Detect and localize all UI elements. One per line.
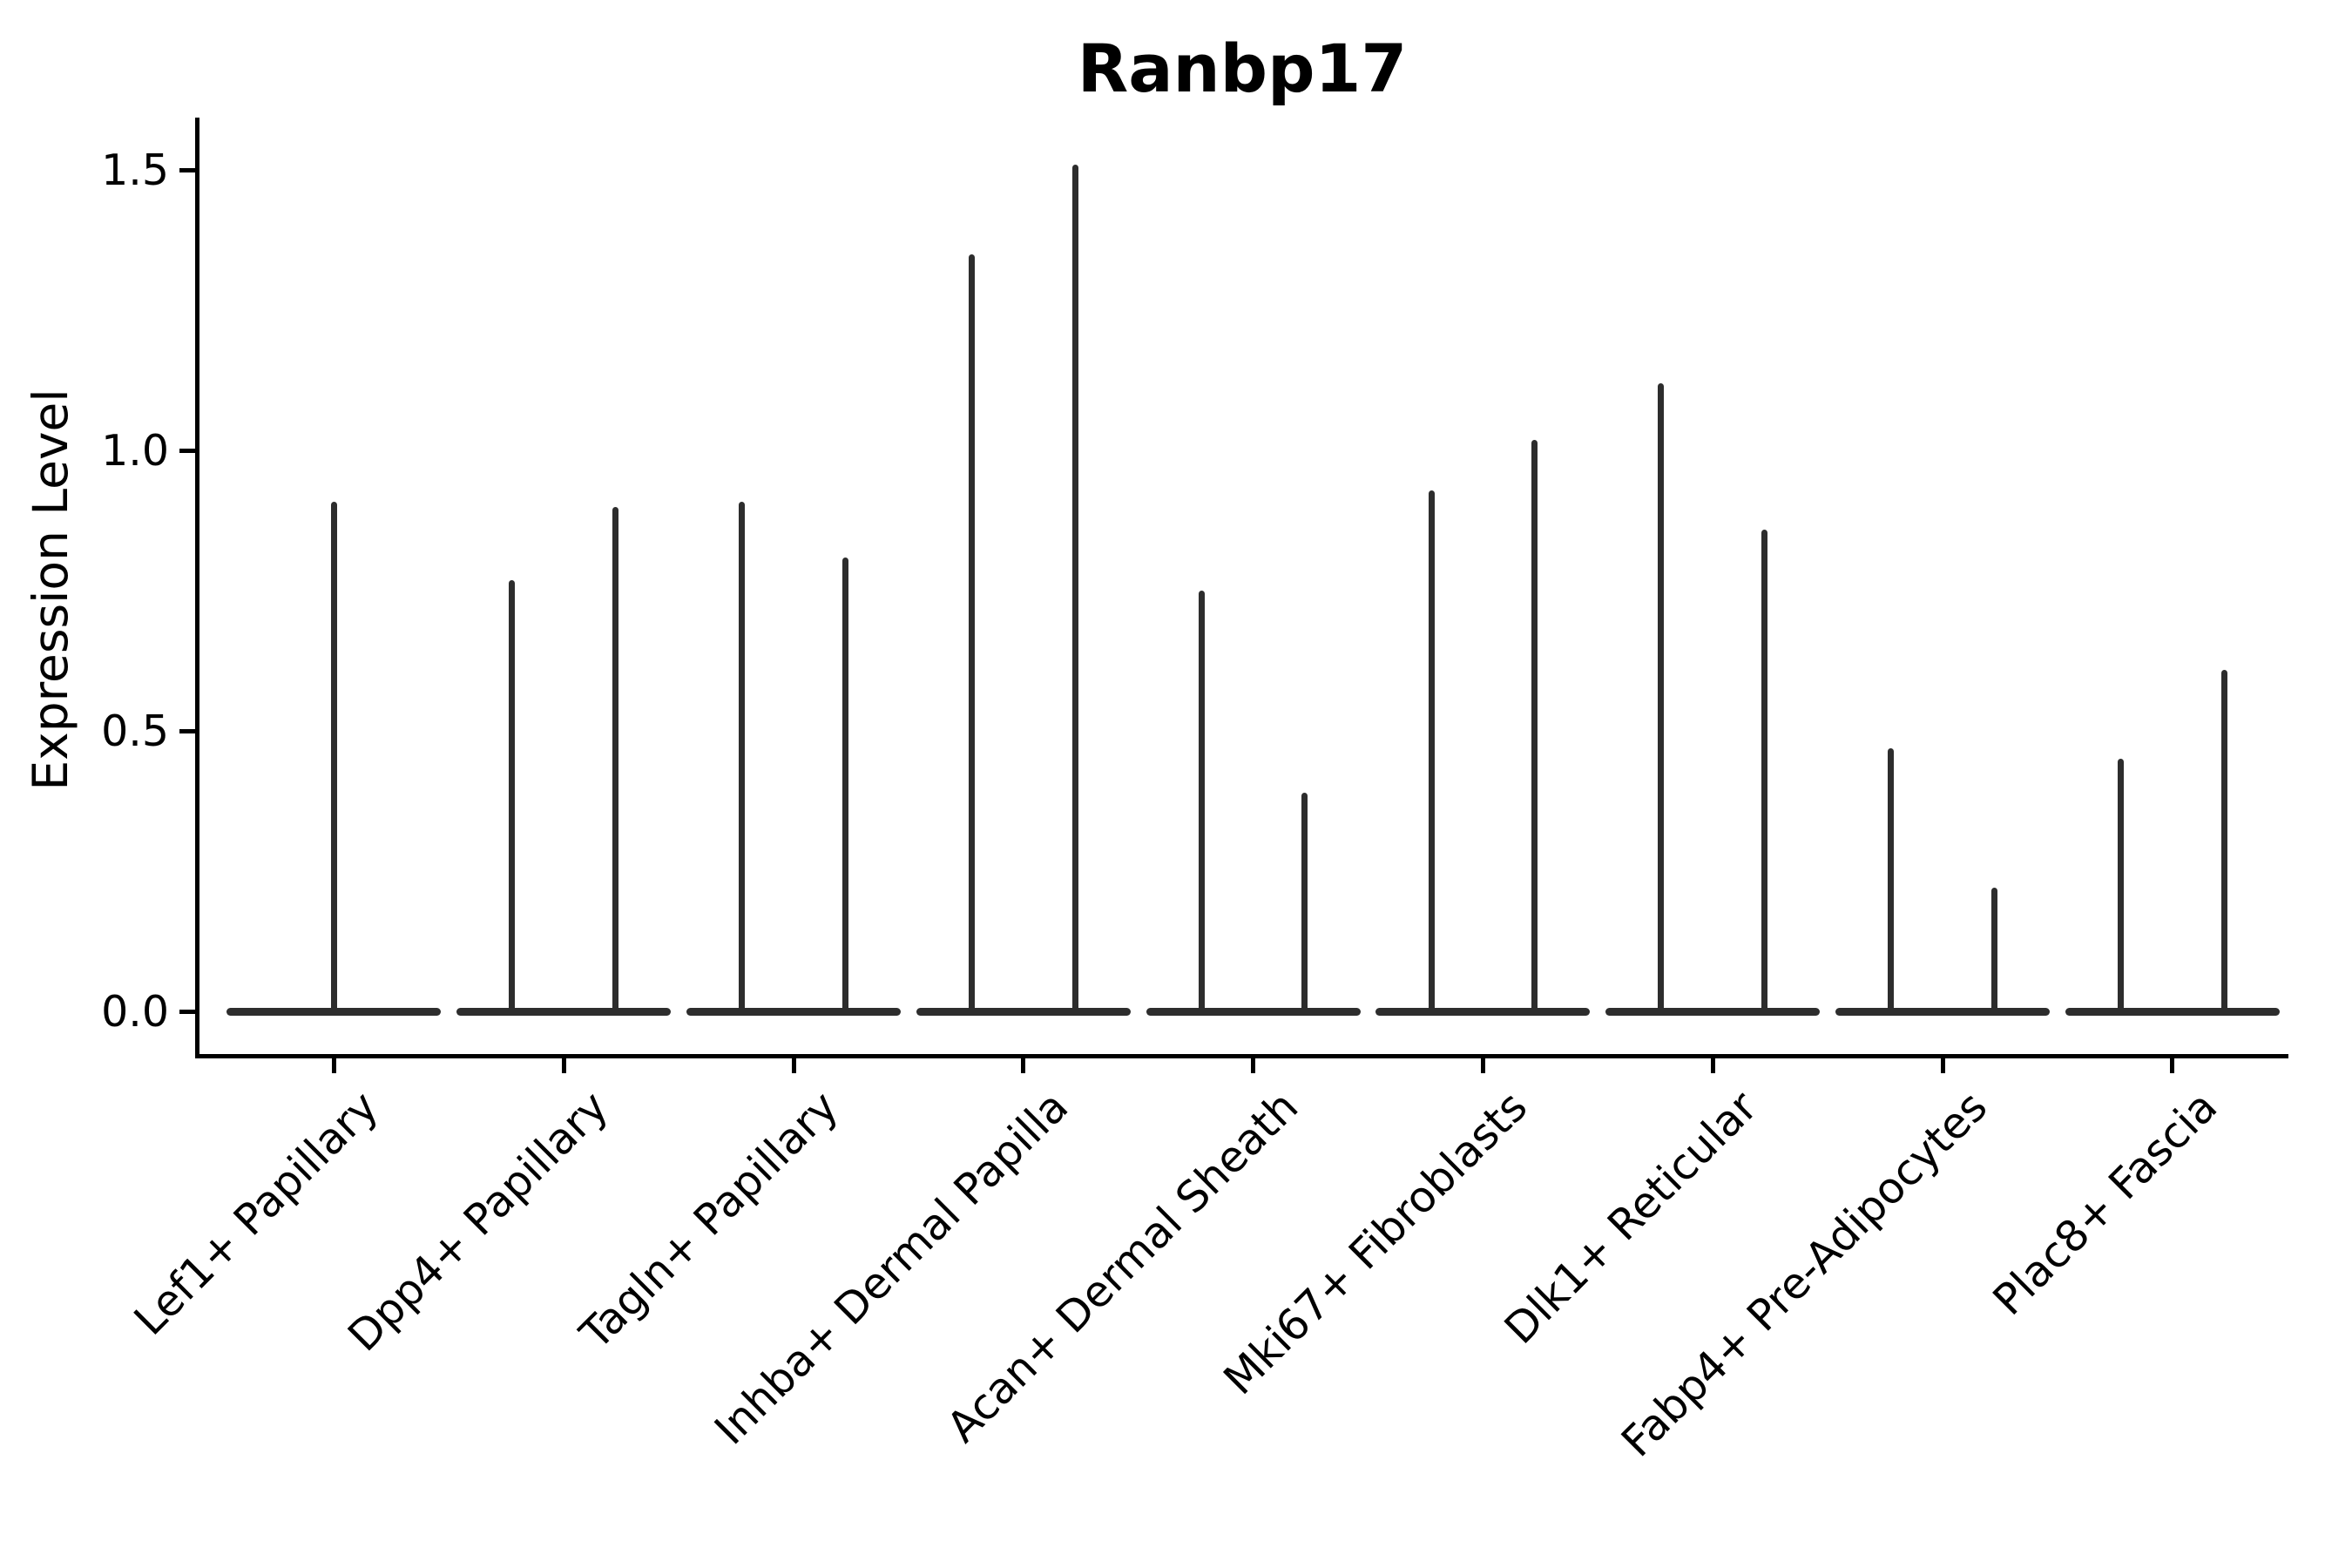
y-tick-label: 1.0 [101, 426, 169, 476]
y-tick-mark [179, 1009, 196, 1014]
x-tick-mark [1251, 1057, 1256, 1073]
x-axis-spine [195, 1054, 2288, 1058]
y-tick-label: 1.5 [101, 145, 169, 196]
violin-spike [1761, 529, 1768, 1011]
x-tick-mark [2170, 1057, 2175, 1073]
violin-baseline [1375, 1007, 1591, 1016]
violin-spike [1071, 165, 1078, 1011]
violin-spike [330, 501, 337, 1011]
x-tick-mark [561, 1057, 566, 1073]
x-tick-mark [1710, 1057, 1715, 1073]
violin-baseline [456, 1007, 672, 1016]
violin-baseline [2065, 1007, 2280, 1016]
x-tick-mark [331, 1057, 336, 1073]
x-tick-mark [1021, 1057, 1026, 1073]
violin-spike [612, 506, 619, 1011]
violin-spike [1658, 383, 1665, 1011]
y-axis-spine [195, 118, 199, 1058]
violin-spike [2117, 759, 2124, 1011]
violin-spike [841, 557, 848, 1011]
violin-spike [1888, 747, 1895, 1011]
y-tick-label: 0.0 [101, 986, 169, 1037]
violin-spike [968, 254, 975, 1011]
violin-spike [2220, 669, 2227, 1011]
chart-title: Ranbp17 [1077, 30, 1408, 107]
y-tick-mark [179, 449, 196, 454]
violin-spike [1531, 439, 1538, 1011]
x-tick-mark [791, 1057, 796, 1073]
y-tick-mark [179, 728, 196, 733]
y-tick-mark [179, 168, 196, 173]
violin-spike [509, 579, 516, 1011]
violin-spike [1990, 888, 1997, 1011]
violin-baseline [916, 1007, 1131, 1016]
violin-spike [1428, 490, 1435, 1011]
x-tick-mark [1940, 1057, 1945, 1073]
x-tick-mark [1480, 1057, 1485, 1073]
violin-baseline [1146, 1007, 1361, 1016]
violin-baseline [226, 1007, 442, 1016]
y-axis-label: Expression Level [23, 389, 78, 791]
violin-baseline [686, 1007, 901, 1016]
violin-spike [1301, 793, 1308, 1011]
y-tick-label: 0.5 [101, 706, 169, 756]
violin-baseline [1605, 1007, 1821, 1016]
violin-spike [739, 501, 746, 1011]
violin-baseline [1835, 1007, 2050, 1016]
violin-spike [1198, 591, 1205, 1011]
